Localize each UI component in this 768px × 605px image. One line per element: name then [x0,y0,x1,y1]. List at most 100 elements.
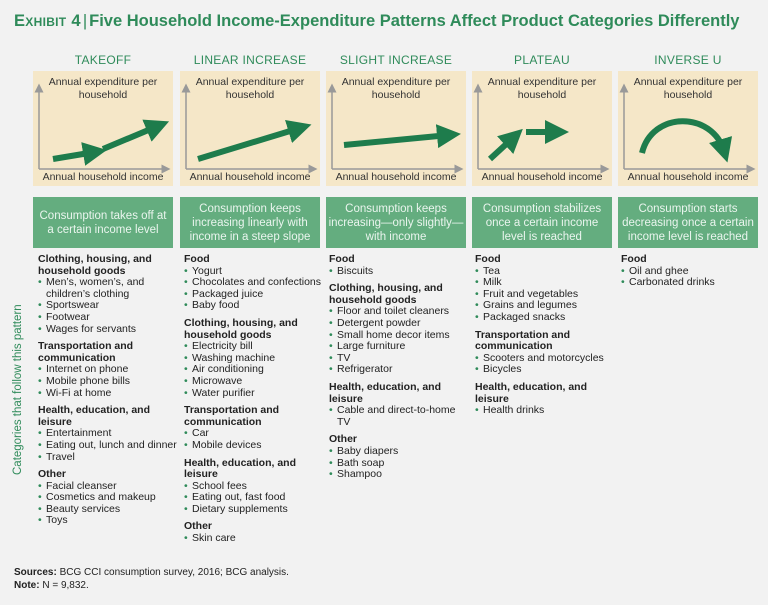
graph-takeoff: Annual expenditure per household Annual … [33,71,173,186]
note-line: Note: N = 9,832. [14,580,289,593]
graph-xlabel: Annual household income [33,171,173,183]
category-group-heading: Clothing, housing, and household goods [329,283,469,306]
category-group-heading: Health, education, and leisure [184,458,324,481]
category-item: Men’s, women’s, and children’s clothing [38,277,178,300]
category-group: Health, education, and leisureHealth dri… [475,382,620,417]
category-list-plateau: FoodTeaMilkFruit and vegetablesGrains an… [475,254,620,423]
category-item: Biscuits [329,266,469,278]
category-group-heading: Health, education, and leisure [475,382,620,405]
category-group-heading: Food [184,254,324,266]
category-item: Eating out, lunch and dinner [38,440,178,452]
category-group-heading: Health, education, and leisure [329,382,469,405]
trend-arrow-rise [490,137,514,159]
category-item: Baby diapers [329,446,469,458]
category-item: Health drinks [475,405,620,417]
category-group-heading: Other [38,469,178,481]
category-group: Transportation and communicationInternet… [38,341,178,399]
trend-arrow-slight [344,135,449,145]
category-group: FoodYogurtChocolates and confectionsPack… [184,254,324,312]
trend-arrow-linear [198,128,300,159]
category-group: Health, education, and leisureEntertainm… [38,405,178,463]
description-slight-increase: Consumption keeps increasing—only slight… [326,197,466,248]
category-item: Wages for servants [38,324,178,336]
graph-inverse-u: Annual expenditure per household Annual … [618,71,758,186]
category-group: OtherSkin care [184,521,324,544]
column-heading-plateau: PLATEAU [472,53,612,67]
category-group: Transportation and communicationCarMobil… [184,405,324,451]
category-group-heading: Food [621,254,761,266]
category-item: Detergent powder [329,318,469,330]
category-list-takeoff: Clothing, housing, and household goodsMe… [38,254,178,533]
description-linear-increase: Consumption keeps increasing linearly wi… [180,197,320,248]
note-label: Note: [14,580,40,591]
graph-ylabel: Annual expenditure per household [472,76,612,102]
category-item: Mobile phone bills [38,376,178,388]
category-group-heading: Clothing, housing, and household goods [38,254,178,277]
description-inverse-u: Consumption starts decreasing once a cer… [618,197,758,248]
category-item: Large furniture [329,341,469,353]
trend-arrow-takeoff [103,126,158,149]
graph-plateau: Annual expenditure per household Annual … [472,71,612,186]
category-list-linear-increase: FoodYogurtChocolates and confectionsPack… [184,254,324,551]
footer: Sources: BCG CCI consumption survey, 201… [14,567,289,592]
category-item: Skin care [184,533,324,545]
category-group: Clothing, housing, and household goodsEl… [184,318,324,399]
category-item: Wi-Fi at home [38,388,178,400]
exhibit-number: Exhibit 4 [14,12,81,30]
column-heading-linear-increase: LINEAR INCREASE [180,53,320,67]
sources-line: Sources: BCG CCI consumption survey, 201… [14,567,289,580]
category-group: Transportation and communicationScooters… [475,330,620,376]
graph-slight-increase: Annual expenditure per household Annual … [326,71,466,186]
category-group: OtherFacial cleanserCosmetics and makeup… [38,469,178,527]
category-item: Dietary supplements [184,504,324,516]
category-item: Bicycles [475,364,620,376]
category-group: FoodBiscuits [329,254,469,277]
trend-arrow-low [53,152,95,159]
category-group: Health, education, and leisureSchool fee… [184,458,324,516]
category-group-heading: Transportation and communication [38,341,178,364]
exhibit-title-text: Five Household Income-Expenditure Patter… [89,12,739,30]
column-heading-takeoff: TAKEOFF [33,53,173,67]
category-item: Mobile devices [184,440,324,452]
note-text: N = 9,832. [42,580,88,591]
graph-ylabel: Annual expenditure per household [33,76,173,102]
category-item: Toys [38,515,178,527]
category-group-heading: Health, education, and leisure [38,405,178,428]
category-group: Clothing, housing, and household goodsMe… [38,254,178,335]
category-group: Clothing, housing, and household goodsFl… [329,283,469,376]
graph-ylabel: Annual expenditure per household [618,76,758,102]
graph-xlabel: Annual household income [326,171,466,183]
category-group: FoodOil and gheeCarbonated drinks [621,254,761,289]
category-item: Microwave [184,376,324,388]
description-takeoff: Consumption takes off at a certain incom… [33,197,173,248]
category-group-heading: Transportation and communication [475,330,620,353]
category-group-heading: Clothing, housing, and household goods [184,318,324,341]
category-item: Footwear [38,312,178,324]
graph-linear-increase: Annual expenditure per household Annual … [180,71,320,186]
column-heading-slight-increase: SLIGHT INCREASE [326,53,466,67]
category-group: Health, education, and leisureCable and … [329,382,469,428]
title-separator: | [83,12,87,30]
graph-xlabel: Annual household income [180,171,320,183]
category-item: Shampoo [329,469,469,481]
graph-xlabel: Annual household income [618,171,758,183]
category-item: Travel [38,452,178,464]
category-item: Carbonated drinks [621,277,761,289]
category-list-inverse-u: FoodOil and gheeCarbonated drinks [621,254,761,295]
category-item: Electricity bill [184,341,324,353]
graph-ylabel: Annual expenditure per household [326,76,466,102]
trend-arrow-inverse-u [642,121,724,153]
category-item: Water purifier [184,388,324,400]
category-group: FoodTeaMilkFruit and vegetablesGrains an… [475,254,620,324]
category-item: Packaged snacks [475,312,620,324]
category-group: OtherBaby diapersBath soapShampoo [329,434,469,480]
column-heading-inverse-u: INVERSE U [618,53,758,67]
description-plateau: Consumption stabilizes once a certain in… [472,197,612,248]
category-item: Cable and direct-to-home TV [329,405,469,428]
graph-ylabel: Annual expenditure per household [180,76,320,102]
category-group-heading: Food [475,254,620,266]
category-list-slight-increase: FoodBiscuits Clothing, housing, and house… [329,254,469,487]
sources-label: Sources: [14,567,57,578]
categories-side-label: Categories that follow this pattern [12,304,24,475]
category-group-heading: Transportation and communication [184,405,324,428]
